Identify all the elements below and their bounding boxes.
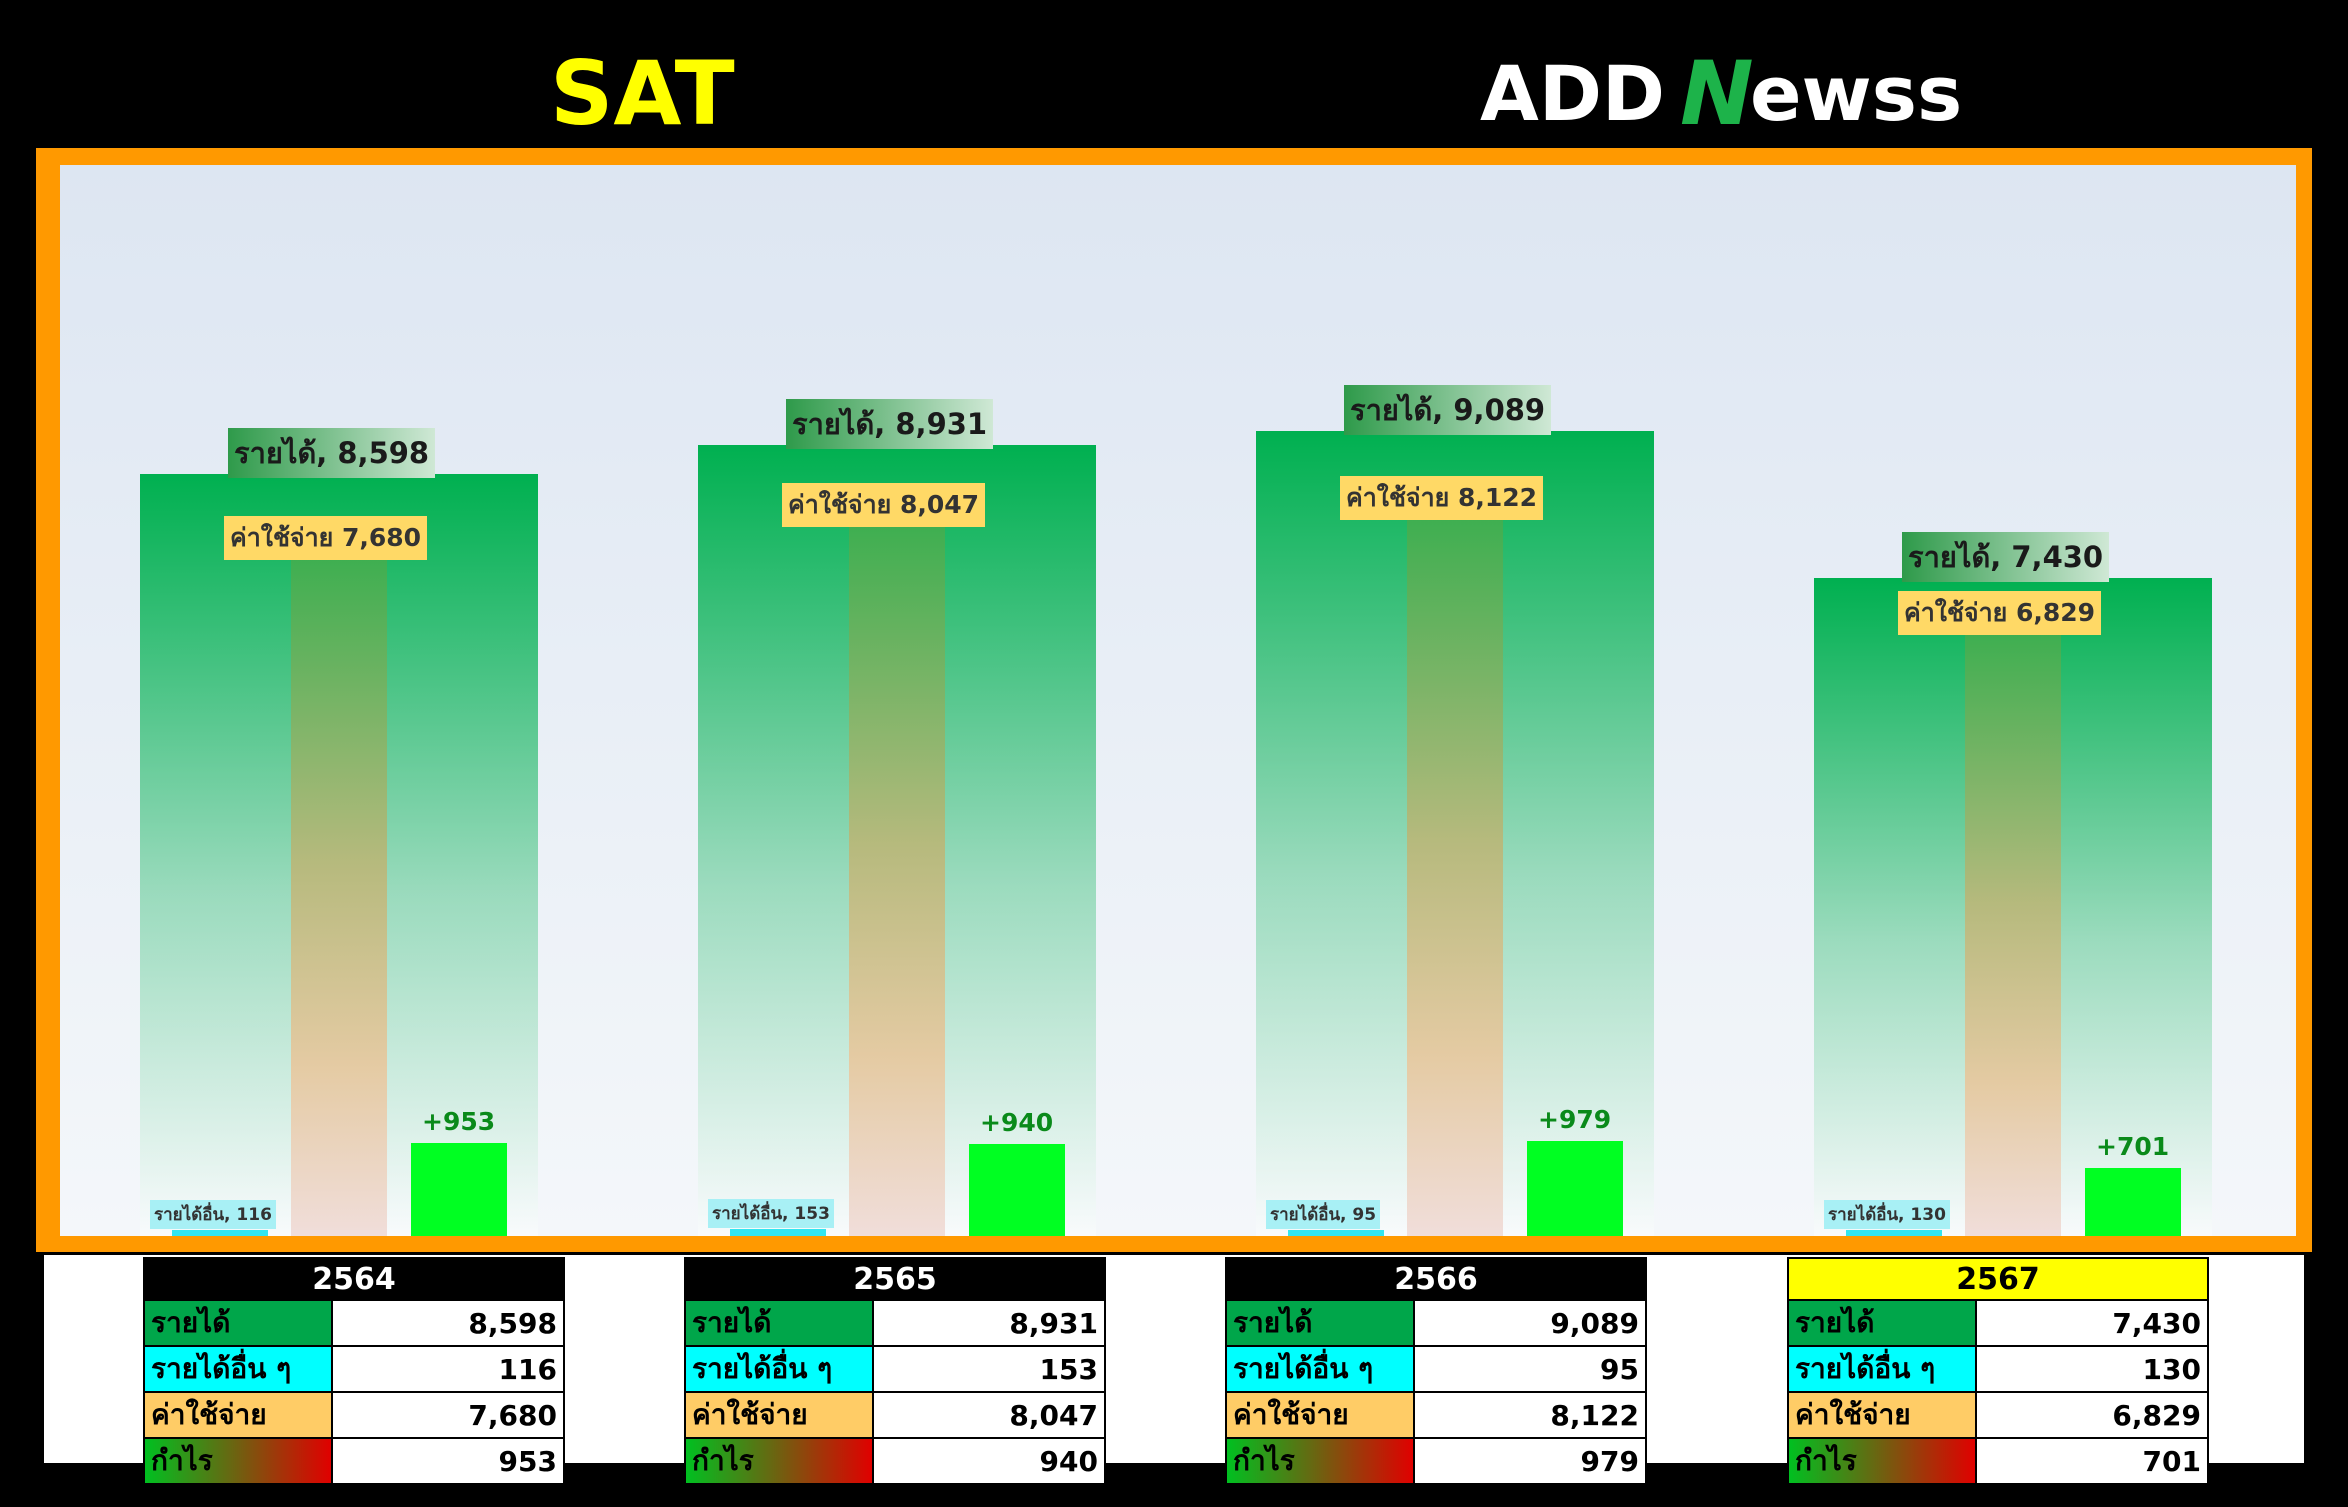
other-income-label-2564: รายได้อื่น, 116 — [150, 1200, 276, 1229]
revenue-value: 8,931 — [872, 1299, 1106, 1347]
profit-label-2564: +953 — [422, 1107, 496, 1137]
table-row: ค่าใช้จ่าย 6,829 — [1787, 1391, 2209, 1439]
expense-label: ค่าใช้จ่าย — [1787, 1391, 1977, 1439]
profit-label-2567: +701 — [2096, 1131, 2170, 1161]
revenue-label: รายได้ — [684, 1299, 874, 1347]
other-income-value: 95 — [1413, 1345, 1647, 1393]
profit-label: กำไร — [1787, 1437, 1977, 1485]
revenue-label-2564: รายได้, 8,598 — [228, 428, 436, 479]
expense-bar-2564 — [291, 555, 387, 1236]
other-income-label-2565: รายได้อื่น, 153 — [708, 1199, 834, 1229]
expense-value: 7,680 — [331, 1391, 565, 1439]
other-income-label: รายได้อื่น ๆ — [1225, 1345, 1415, 1393]
addnewss-logo: ADD N ewss — [1480, 42, 1962, 140]
table-row: รายได้ 8,931 — [684, 1299, 1106, 1347]
table-row: รายได้อื่น ๆ 116 — [143, 1345, 565, 1393]
expense-label-2567: ค่าใช้จ่าย 6,829 — [1898, 590, 2102, 635]
expense-bar-2565 — [849, 523, 945, 1236]
profit-label-2566: +979 — [1538, 1104, 1612, 1134]
revenue-value: 8,598 — [331, 1299, 565, 1347]
table-row: ค่าใช้จ่าย 8,122 — [1225, 1391, 1647, 1439]
profit-label-2565: +940 — [980, 1108, 1054, 1138]
table-row: กำไร 953 — [143, 1437, 565, 1485]
logo-text-add: ADD — [1480, 49, 1665, 138]
logo-text-ewss: ewss — [1750, 49, 1962, 138]
other-income-bar-2564 — [172, 1230, 268, 1236]
profit-bar-2564 — [411, 1143, 507, 1236]
profit-value: 979 — [1413, 1437, 1647, 1485]
table-row: รายได้อื่น ๆ 153 — [684, 1345, 1106, 1393]
table-row: กำไร 701 — [1787, 1437, 2209, 1485]
other-income-bar-2566 — [1288, 1230, 1384, 1236]
revenue-label-2567: รายได้, 7,430 — [1902, 531, 2110, 582]
revenue-value: 7,430 — [1975, 1299, 2209, 1347]
summary-table-2565: 2565 รายได้ 8,931 รายได้อื่น ๆ 153 ค่าใช้จ่าย… — [684, 1257, 1106, 1485]
expense-label-2564: ค่าใช้จ่าย 7,680 — [224, 515, 428, 560]
other-income-label-2566: รายได้อื่น, 95 — [1266, 1200, 1381, 1229]
table-row: ค่าใช้จ่าย 8,047 — [684, 1391, 1106, 1439]
revenue-label: รายได้ — [143, 1299, 333, 1347]
table-row: รายได้อื่น ๆ 130 — [1787, 1345, 2209, 1393]
other-income-value: 130 — [1975, 1345, 2209, 1393]
expense-value: 8,047 — [872, 1391, 1106, 1439]
expense-bar-2567 — [1965, 630, 2061, 1236]
other-income-label: รายได้อื่น ๆ — [1787, 1345, 1977, 1393]
expense-value: 6,829 — [1975, 1391, 2209, 1439]
profit-bar-2565 — [969, 1144, 1065, 1236]
other-income-label: รายได้อื่น ๆ — [143, 1345, 333, 1393]
table-row: รายได้อื่น ๆ 95 — [1225, 1345, 1647, 1393]
expense-label: ค่าใช้จ่าย — [1225, 1391, 1415, 1439]
table-year-header: 2566 — [1225, 1257, 1647, 1301]
chart-title: SAT — [550, 42, 735, 145]
other-income-value: 153 — [872, 1345, 1106, 1393]
other-income-bar-2567 — [1846, 1230, 1942, 1236]
table-row: กำไร 979 — [1225, 1437, 1647, 1485]
expense-label: ค่าใช้จ่าย — [684, 1391, 874, 1439]
revenue-value: 9,089 — [1413, 1299, 1647, 1347]
profit-value: 953 — [331, 1437, 565, 1485]
profit-label: กำไร — [1225, 1437, 1415, 1485]
revenue-label-2566: รายได้, 9,089 — [1344, 384, 1552, 435]
table-row: รายได้ 8,598 — [143, 1299, 565, 1347]
plot-area: รายได้, 8,598 ค่าใช้จ่าย 7,680 รายได้อื่น,… — [60, 165, 2296, 1236]
table-year-header: 2567 — [1787, 1257, 2209, 1301]
expense-value: 8,122 — [1413, 1391, 1647, 1439]
profit-value: 701 — [1975, 1437, 2209, 1485]
summary-table-2566: 2566 รายได้ 9,089 รายได้อื่น ๆ 95 ค่าใช้จ่าย 8… — [1225, 1257, 1647, 1485]
summary-table-2564: 2564 รายได้ 8,598 รายได้อื่น ๆ 116 ค่าใช้จ่าย… — [143, 1257, 565, 1485]
table-row: ค่าใช้จ่าย 7,680 — [143, 1391, 565, 1439]
table-row: กำไร 940 — [684, 1437, 1106, 1485]
other-income-bar-2565 — [730, 1229, 826, 1236]
table-year-header: 2565 — [684, 1257, 1106, 1301]
table-row: รายได้ 9,089 — [1225, 1299, 1647, 1347]
summary-table-2567: 2567 รายได้ 7,430 รายได้อื่น ๆ 130 ค่าใช้จ่าย… — [1787, 1257, 2209, 1485]
other-income-value: 116 — [331, 1345, 565, 1393]
revenue-label-2565: รายได้, 8,931 — [786, 398, 994, 449]
other-income-label-2567: รายได้อื่น, 130 — [1824, 1200, 1950, 1229]
expense-label: ค่าใช้จ่าย — [143, 1391, 333, 1439]
profit-bar-2566 — [1527, 1140, 1623, 1236]
logo-text-n: N — [1680, 42, 1754, 140]
expense-label-2565: ค่าใช้จ่าย 8,047 — [782, 483, 986, 528]
table-year-header: 2564 — [143, 1257, 565, 1301]
profit-label: กำไร — [143, 1437, 333, 1485]
revenue-label: รายได้ — [1225, 1299, 1415, 1347]
profit-value: 940 — [872, 1437, 1106, 1485]
expense-label-2566: ค่าใช้จ่าย 8,122 — [1340, 476, 1544, 521]
profit-label: กำไร — [684, 1437, 874, 1485]
revenue-label: รายได้ — [1787, 1299, 1977, 1347]
table-row: รายได้ 7,430 — [1787, 1299, 2209, 1347]
profit-bar-2567 — [2085, 1167, 2181, 1236]
other-income-label: รายได้อื่น ๆ — [684, 1345, 874, 1393]
expense-bar-2566 — [1407, 516, 1503, 1236]
